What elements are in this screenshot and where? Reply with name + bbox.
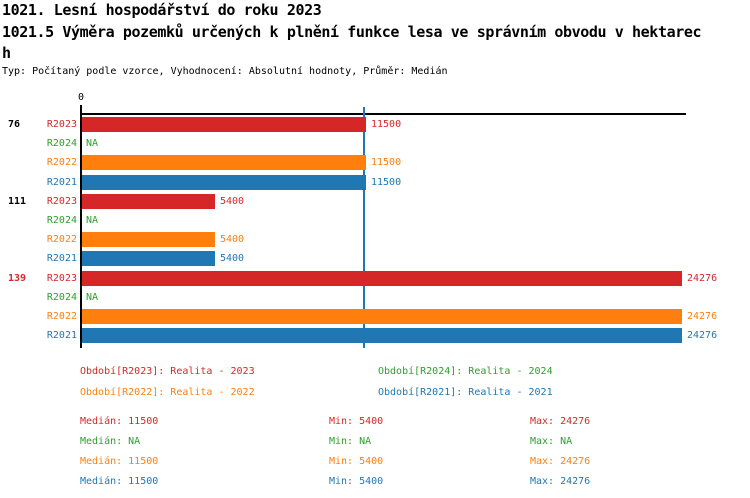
stat-min: Min: 5400 (329, 456, 384, 467)
bar (82, 271, 682, 286)
report-title-line2: 1021.5 Výměra pozemků určených k plnění … (2, 23, 702, 41)
bar (82, 175, 366, 190)
series-label: R2022 (46, 157, 77, 168)
series-label: R2022 (46, 234, 77, 245)
bar-value-label: 5400 (220, 196, 245, 207)
report-title-line1: 1021. Lesní hospodářství do roku 2023 (2, 1, 322, 19)
y-axis-line (80, 105, 82, 348)
stat-median: Medián: 11500 (80, 476, 159, 487)
bar-value-label: 11500 (371, 119, 402, 130)
median-line (363, 107, 365, 348)
stat-max: Max: NA (530, 436, 573, 447)
series-label: R2024 (46, 138, 77, 149)
series-label: R2024 (46, 215, 77, 226)
bar-value-label: 5400 (220, 253, 245, 264)
bar-value-label: 24276 (687, 311, 718, 322)
group-label: 111 (8, 196, 27, 207)
report-title-line3: h (2, 44, 11, 62)
bar (82, 117, 366, 132)
bar-value-label: NA (86, 215, 99, 226)
series-label: R2024 (46, 292, 77, 303)
series-label: R2023 (46, 196, 77, 207)
bar-value-label: 24276 (687, 273, 718, 284)
stat-max: Max: 24276 (530, 456, 591, 467)
bar-value-label: 11500 (371, 177, 402, 188)
series-label: R2021 (46, 253, 77, 264)
group-label: 139 (8, 273, 27, 284)
stat-max: Max: 24276 (530, 476, 591, 487)
x-axis-zero-label: 0 (77, 92, 85, 103)
series-label: R2023 (46, 273, 77, 284)
bar-value-label: 11500 (371, 157, 402, 168)
bar (82, 251, 215, 266)
bar (82, 309, 682, 324)
report-subtitle: Typ: Počítaný podle vzorce, Vyhodnocení:… (2, 66, 448, 77)
group-label: 76 (8, 119, 21, 130)
series-label: R2021 (46, 330, 77, 341)
bar (82, 194, 215, 209)
bar (82, 328, 682, 343)
bar-value-label: NA (86, 138, 99, 149)
series-label: R2021 (46, 177, 77, 188)
legend-item: Období[R2021]: Realita - 2021 (378, 387, 553, 398)
series-label: R2023 (46, 119, 77, 130)
stat-median: Medián: NA (80, 436, 141, 447)
legend-item: Období[R2022]: Realita - 2022 (80, 387, 255, 398)
stat-max: Max: 24276 (530, 416, 591, 427)
bar (82, 155, 366, 170)
bar-value-label: 24276 (687, 330, 718, 341)
bar (82, 232, 215, 247)
series-label: R2022 (46, 311, 77, 322)
legend-item: Období[R2023]: Realita - 2023 (80, 366, 255, 377)
x-axis-line (80, 113, 686, 115)
stat-median: Medián: 11500 (80, 416, 159, 427)
stat-min: Min: NA (329, 436, 372, 447)
stat-min: Min: 5400 (329, 476, 384, 487)
stat-min: Min: 5400 (329, 416, 384, 427)
stat-median: Medián: 11500 (80, 456, 159, 467)
legend-item: Období[R2024]: Realita - 2024 (378, 366, 553, 377)
bar-value-label: 5400 (220, 234, 245, 245)
bar-value-label: NA (86, 292, 99, 303)
